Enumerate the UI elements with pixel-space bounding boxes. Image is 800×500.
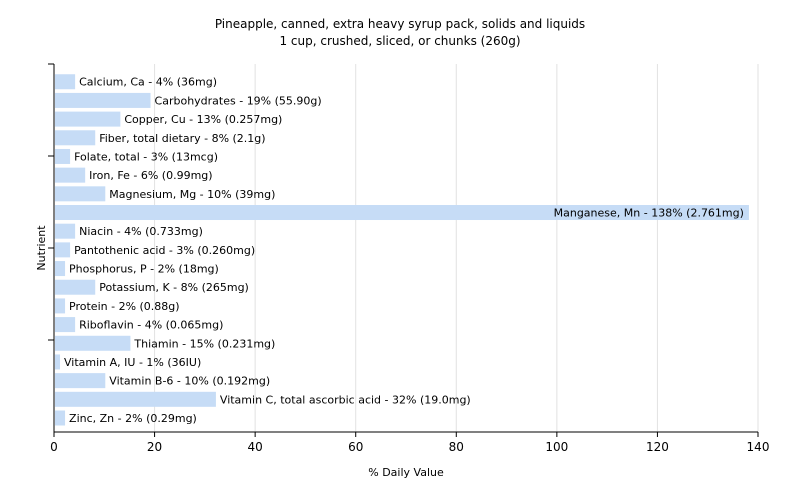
bar [55,335,131,351]
bar-label: Pantothenic acid - 3% (0.260mg) [74,244,255,257]
x-tick-label: 0 [50,440,58,454]
chart-title: Pineapple, canned, extra heavy syrup pac… [214,17,586,31]
bar [55,317,76,333]
bar [55,261,66,277]
axes-group: 0 20 40 60 80 100 120 140 [48,63,770,454]
bar [55,242,71,258]
bar-label: Copper, Cu - 13% (0.257mg) [124,113,282,126]
bar [55,391,216,407]
bar [55,298,66,314]
bar-label: Magnesium, Mg - 10% (39mg) [109,188,275,201]
bar-label: Protein - 2% (0.88g) [69,300,180,313]
bar-label: Carbohydrates - 19% (55.90g) [155,94,322,107]
bar-label: Niacin - 4% (0.733mg) [79,225,203,238]
bar-label: Vitamin C, total ascorbic acid - 32% (19… [220,393,471,406]
bar [55,111,121,127]
bar [55,279,96,295]
x-tick-label: 120 [646,440,669,454]
bar-label: Zinc, Zn - 2% (0.29mg) [69,412,197,425]
bar [55,205,749,221]
bar [55,186,106,202]
x-tick-label: 60 [348,440,363,454]
bar [55,223,76,239]
bar [55,74,76,90]
bar-label: Calcium, Ca - 4% (36mg) [79,76,217,89]
bar [55,130,96,146]
bar-label: Vitamin B-6 - 10% (0.192mg) [109,375,270,388]
x-tick-label: 40 [248,440,263,454]
bar [55,92,151,108]
grid-lines [154,64,759,432]
bar [55,373,106,389]
bars-group: Calcium, Ca - 4% (36mg) Carbohydrates - 1… [55,74,749,426]
bar [55,167,86,183]
bar-label: Vitamin A, IU - 1% (36IU) [64,356,201,369]
bar-label: Riboflavin - 4% (0.065mg) [79,319,223,332]
bar-label: Thiamin - 15% (0.231mg) [133,337,275,350]
bar-label: Potassium, K - 8% (265mg) [99,281,249,294]
x-axis-title: % Daily Value [368,466,444,479]
x-tick-label: 140 [747,440,770,454]
chart-title-block: Pineapple, canned, extra heavy syrup pac… [0,16,800,50]
bar-label: Fiber, total dietary - 8% (2.1g) [99,132,265,145]
x-tick-label: 80 [449,440,464,454]
bar-label: Phosphorus, P - 2% (18mg) [69,263,219,276]
y-axis-title: Nutrient [35,225,48,271]
x-tick-label: 100 [545,440,568,454]
bar [55,354,61,370]
bar-label: Iron, Fe - 6% (0.99mg) [89,169,212,182]
chart-subtitle: 1 cup, crushed, sliced, or chunks (260g) [279,34,521,48]
bar [55,410,66,426]
x-tick-label: 20 [147,440,162,454]
bar-label: Manganese, Mn - 138% (2.761mg) [554,207,744,220]
bar-label: Folate, total - 3% (13mcg) [74,150,218,163]
bar [55,148,71,164]
